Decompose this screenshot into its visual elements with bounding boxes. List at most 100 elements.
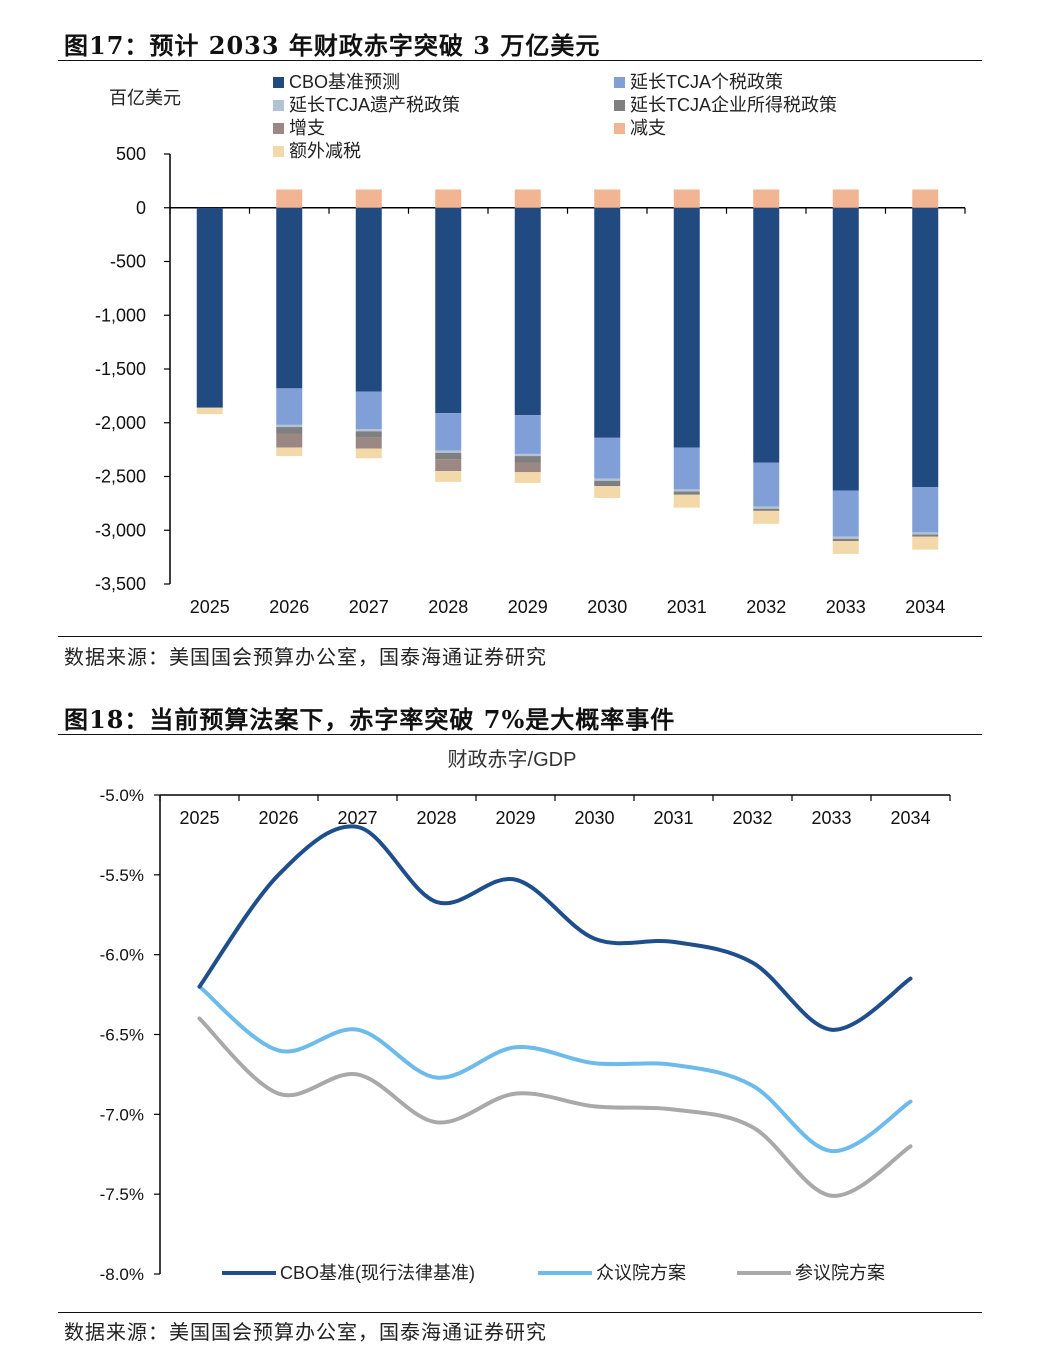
bar-segment (514, 189, 541, 208)
y-tick-label: -5.0% (100, 786, 144, 805)
bar-segment (912, 534, 939, 537)
bar-segment (832, 541, 859, 554)
x-tick-label: 2030 (574, 808, 614, 828)
series-line (197, 824, 913, 1032)
bar-segment (355, 391, 382, 430)
bar-segment (594, 207, 621, 438)
bar-segment (435, 471, 462, 482)
y-tick-label: -2,500 (95, 467, 146, 487)
bar-segment (753, 189, 780, 208)
bar-segment (832, 189, 859, 208)
bar-segment (276, 207, 303, 389)
bar-segment (594, 478, 621, 481)
x-tick-label: 2034 (890, 808, 930, 828)
bar-segment (435, 189, 462, 208)
figure18-line-chart: 财政赤字/GDP -5.0%-5.5%-6.0%-6.5%-7.0%-7.5%-… (100, 748, 951, 1284)
bar-segment (673, 207, 700, 448)
bar-segment (514, 456, 541, 463)
x-tick-label: 2026 (269, 597, 309, 617)
legend-label: 增支 (289, 118, 325, 138)
legend-label: 延长TCJA企业所得税政策 (630, 95, 837, 115)
bar-segment (276, 447, 303, 457)
bar-segment (276, 189, 303, 208)
legend-label: CBO基准(现行法律基准) (280, 1263, 475, 1283)
bar-segment (832, 538, 859, 541)
series-line (197, 1016, 913, 1198)
bar-segment (673, 489, 700, 492)
bar-segment (832, 536, 859, 539)
bar-segment (196, 207, 223, 408)
chart-title: 财政赤字/GDP (448, 748, 577, 771)
legend-label: 额外减税 (289, 141, 361, 161)
legend-swatch (614, 77, 625, 88)
bar-segment (912, 532, 939, 535)
figure17-source: 数据来源：美国国会预算办公室，国泰海通证券研究 (64, 645, 547, 669)
bar-segment (753, 462, 780, 507)
bar-segment (514, 462, 541, 473)
figure17-top-rule (58, 60, 982, 61)
y-axis: 500 0 -500 -1,000 -1,500 -2,000 -2,500 -3,000 -3… (95, 144, 966, 594)
bar-segment (355, 207, 382, 392)
figure18-source: 数据来源：美国国会预算办公室，国泰海通证券研究 (64, 1320, 547, 1344)
y-tick-label: -6.5% (100, 1026, 144, 1045)
bar-segment (355, 431, 382, 438)
bar-segment (673, 189, 700, 208)
x-tick-label: 2027 (349, 597, 389, 617)
bar-segment (673, 491, 700, 495)
x-tick-label: 2030 (587, 597, 627, 617)
x-tick-label: 2033 (811, 808, 851, 828)
y-tick-label: -3,000 (95, 520, 146, 540)
bar-segment (514, 453, 541, 457)
bar-segment (753, 506, 780, 509)
x-tick-label: 2025 (190, 597, 230, 617)
x-tick-label: 2025 (179, 808, 219, 828)
bar-segment (594, 480, 621, 487)
bar-segment (276, 424, 303, 428)
bar-segment (276, 433, 303, 448)
y-tick-label: -3,500 (95, 574, 146, 594)
bar-segment (435, 452, 462, 460)
bar-segment (912, 487, 939, 533)
bar-segment (196, 407, 223, 415)
bar-segment (435, 450, 462, 453)
y-tick-label: -7.5% (100, 1185, 144, 1204)
legend-label: 参议院方案 (795, 1263, 885, 1283)
line-series-group (197, 824, 913, 1198)
y-tick-label: -1,500 (95, 359, 146, 379)
x-tick-label: 2034 (905, 597, 945, 617)
x-axis-labels: 2025 2026 2027 2028 2029 2030 2031 2032 2033 2034 (190, 597, 946, 617)
bar-segment (435, 207, 462, 414)
bar-segment (594, 189, 621, 208)
legend-swatch (273, 100, 284, 111)
bar-segment (912, 536, 939, 550)
y-axis-unit-label: 百亿美元 (109, 88, 181, 108)
y-tick-label: -8.0% (100, 1265, 144, 1284)
bar-segment (355, 429, 382, 432)
legend-swatch (273, 77, 284, 88)
bar-segment (753, 508, 780, 511)
y-tick-label: 0 (136, 198, 146, 218)
figure18-title: 图18：当前预算法案下，赤字率突破 7%是大概率事件 (64, 705, 676, 734)
bar-segment (435, 459, 462, 472)
x-tick-label: 2031 (653, 808, 693, 828)
figure17-bottom-rule (58, 636, 982, 637)
y-tick-label: -500 (110, 252, 146, 272)
x-tick-label: 2033 (826, 597, 866, 617)
x-tick-label: 2032 (746, 597, 786, 617)
figure17-title: 图17：预计 2033 年财政赤字突破 3 万亿美元 (64, 31, 601, 60)
bar-segment (355, 448, 382, 459)
bar-segment (832, 490, 859, 537)
figure18-top-rule (58, 734, 982, 735)
legend-swatch (614, 123, 625, 134)
x-tick-label: 2027 (337, 808, 377, 828)
bar-segment (276, 388, 303, 425)
bar-segment (514, 472, 541, 483)
bar-segment (673, 447, 700, 490)
bar-segment (276, 427, 303, 434)
bar-segment (514, 207, 541, 416)
y-tick-label: -1,000 (95, 305, 146, 325)
figure18-bottom-rule (58, 1312, 982, 1313)
bar-segment (514, 415, 541, 454)
bar-segment (832, 207, 859, 491)
